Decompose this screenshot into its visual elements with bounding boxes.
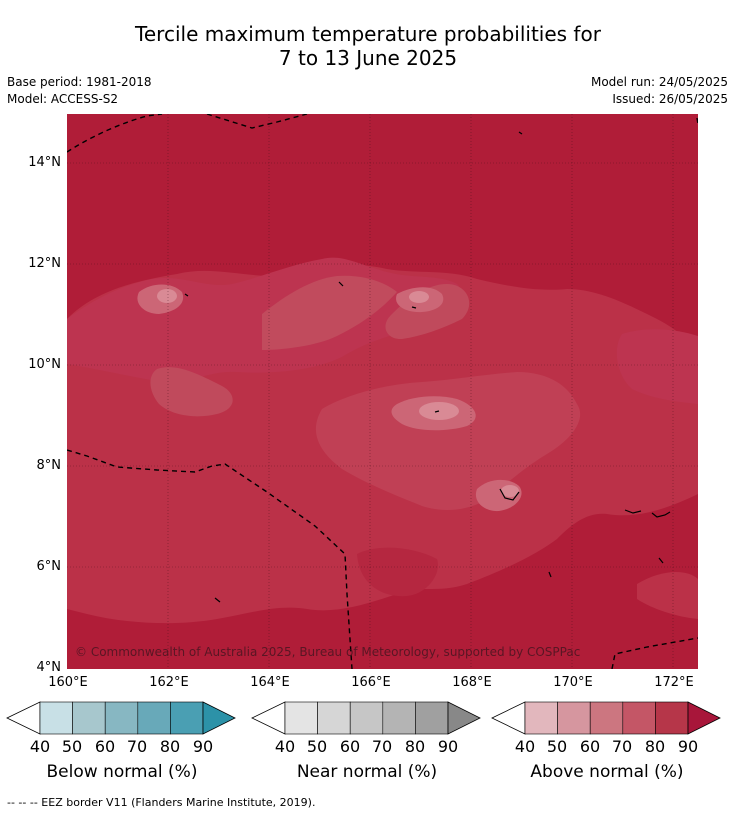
colorbar-low-arrow (491, 701, 526, 735)
meta-right: Model run: 24/05/2025 Issued: 26/05/2025 (591, 74, 728, 108)
lon-label: 166°E (351, 675, 391, 690)
base-period: Base period: 1981-2018 (7, 75, 152, 89)
tick-label: 40 (514, 737, 536, 756)
lat-label: 8°N (36, 458, 62, 473)
lat-label: 6°N (36, 559, 62, 574)
lat-label: 14°N (28, 155, 61, 170)
tick-label: 70 (126, 737, 148, 756)
probability-map: © Commonwealth of Australia 2025, Bureau… (67, 114, 698, 669)
lon-label: 172°E (654, 675, 694, 690)
colorbar-high-arrow (447, 701, 481, 735)
meta-left: Base period: 1981-2018 Model: ACCESS-S2 (7, 74, 152, 108)
colorbar-near-label: Near normal (%) (296, 762, 438, 782)
colorbar-swatch (655, 701, 689, 735)
colorbar-swatch (284, 701, 318, 735)
lat-label: 12°N (28, 256, 61, 271)
colorbar-near-normal (251, 700, 483, 740)
eez-legend-note: -- -- -- EEZ border V11 (Flanders Marine… (7, 796, 316, 809)
colorbar-above-label: Above normal (%) (530, 762, 684, 782)
tick-label: 80 (159, 737, 181, 756)
tick-label: 50 (306, 737, 328, 756)
colorbar-high-arrow (687, 701, 721, 735)
colorbar-near-swatches (251, 701, 481, 735)
tick-label: 80 (644, 737, 666, 756)
colorbar-swatch (382, 701, 416, 735)
lat-label: 4°N (36, 660, 62, 675)
tick-label: 60 (94, 737, 116, 756)
lon-label: 160°E (48, 675, 88, 690)
model-name: Model: ACCESS-S2 (7, 92, 119, 106)
tick-label: 50 (61, 737, 83, 756)
tick-label: 60 (339, 737, 361, 756)
colorbar-swatch (72, 701, 106, 735)
tick-label: 80 (404, 737, 426, 756)
tick-label: 90 (437, 737, 459, 756)
colorbar-low-arrow (6, 701, 41, 735)
colorbar-below-label: Below normal (%) (46, 762, 198, 782)
tick-label: 60 (579, 737, 601, 756)
title-line-2: 7 to 13 June 2025 (278, 46, 458, 70)
tick-label: 70 (371, 737, 393, 756)
colorbar-swatch (415, 701, 449, 735)
colorbar-swatch (170, 701, 204, 735)
lat-label: 10°N (28, 357, 61, 372)
tick-label: 90 (192, 737, 214, 756)
copyright-notice: © Commonwealth of Australia 2025, Bureau… (75, 645, 581, 659)
colorbar-swatch (349, 701, 384, 735)
map-canvas (67, 114, 698, 669)
colorbar-swatch (524, 701, 558, 735)
title-line-1: Tercile maximum temperature probabilitie… (135, 22, 601, 46)
colorbar-above-swatches (491, 701, 721, 735)
colorbar-swatch (39, 701, 73, 735)
colorbar-swatch (104, 701, 139, 735)
colorbar-high-arrow (202, 701, 236, 735)
colorbar-swatch (589, 701, 624, 735)
colorbar-swatch (557, 701, 591, 735)
issued-date: Issued: 26/05/2025 (612, 92, 728, 106)
colorbar-swatch (137, 701, 171, 735)
colorbar-swatch (622, 701, 656, 735)
map-title: Tercile maximum temperature probabilitie… (0, 22, 736, 70)
tick-label: 40 (29, 737, 51, 756)
lon-label: 168°E (452, 675, 492, 690)
model-run: Model run: 24/05/2025 (590, 75, 728, 89)
tick-label: 50 (546, 737, 568, 756)
lon-label: 162°E (149, 675, 189, 690)
tick-label: 40 (274, 737, 296, 756)
colorbar-below-swatches (6, 701, 236, 735)
colorbar-swatch (317, 701, 351, 735)
lon-label: 170°E (553, 675, 593, 690)
colorbar-below-normal (6, 700, 238, 740)
colorbar-low-arrow (251, 701, 286, 735)
tick-label: 70 (611, 737, 633, 756)
tick-label: 90 (677, 737, 699, 756)
colorbar-above-normal (491, 700, 723, 740)
lon-label: 164°E (250, 675, 290, 690)
